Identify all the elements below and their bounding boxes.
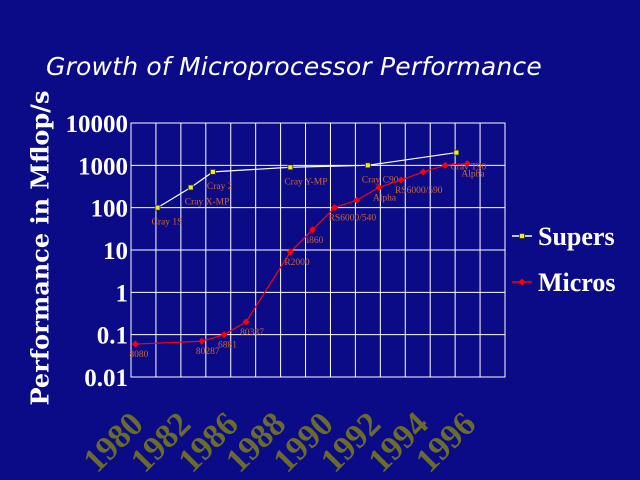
y-tick-label: 0.01 — [84, 365, 128, 392]
supers-point — [154, 204, 161, 211]
micros-point — [198, 337, 206, 345]
y-tick-label: 100 — [91, 196, 129, 223]
legend-label: Micros — [538, 268, 616, 297]
chart-title: Growth of Microprocessor Performance — [46, 52, 542, 81]
supers-point — [364, 162, 371, 169]
micros-point-label: RS6000/590 — [395, 186, 443, 196]
y-tick-label: 0.1 — [97, 323, 128, 350]
micros-point — [220, 331, 228, 339]
micros-point — [353, 196, 361, 204]
grid — [131, 122, 505, 378]
series-group: Cray 1S Cray X-MP Cray 2 Cray Y-MP Cray C90 C… — [129, 149, 487, 360]
micros-point-label: R2000 — [284, 258, 310, 268]
micros-point — [463, 160, 471, 168]
micros-point — [419, 168, 427, 176]
y-tick-label: 10 — [103, 238, 128, 265]
micros-point — [397, 176, 405, 184]
supers-point-label: Cray T90 — [450, 163, 486, 173]
micros-point — [331, 204, 339, 212]
micros-point-label: Alpha — [461, 170, 485, 180]
micros-point-label: 6881 — [218, 341, 237, 351]
micros-point — [441, 161, 449, 169]
supers-point — [287, 164, 294, 171]
y-tick-label: 1 — [116, 280, 129, 307]
supers-line — [157, 151, 457, 209]
micros-point — [375, 183, 383, 191]
micros-point-label: 80287 — [196, 347, 220, 357]
supers-point-label: Cray Y-MP — [284, 177, 327, 187]
micros-point-label: Alpha — [373, 193, 397, 203]
micros-point-label: i860 — [306, 236, 323, 246]
y-tick-labels: 10000 1000 100 10 1 0.1 0.01 — [66, 111, 129, 392]
micros-point — [286, 248, 294, 256]
supers-point-label: Cray X-MP — [185, 197, 230, 207]
micros-point-label: RS6000/540 — [329, 214, 377, 224]
legend-marker — [518, 278, 526, 286]
micros-point — [308, 226, 316, 234]
legend: Supers Micros — [512, 222, 616, 297]
legend-marker — [519, 233, 525, 239]
micros-point-label: 80387 — [240, 328, 264, 338]
micros-point — [242, 318, 250, 326]
supers-point-label: Cray 2 — [207, 182, 233, 192]
legend-label: Supers — [538, 222, 615, 251]
y-tick-label: 1000 — [78, 153, 128, 180]
supers-point-label: Cray C90 — [362, 175, 399, 185]
supers-point — [209, 168, 216, 175]
micros-point — [131, 340, 139, 348]
y-tick-label: 10000 — [66, 111, 129, 138]
micros-point-label: 8080 — [129, 350, 148, 360]
supers-point — [453, 149, 460, 156]
supers-point-label: Cray 1S — [152, 218, 183, 228]
supers-point — [187, 184, 194, 191]
